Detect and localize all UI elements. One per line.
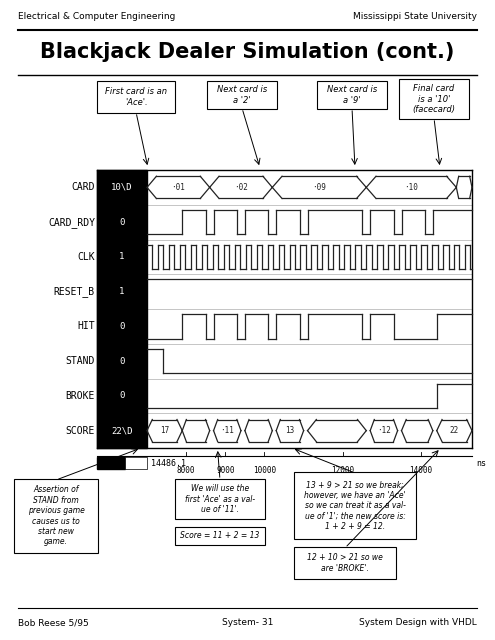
Text: CARD: CARD: [71, 182, 95, 193]
FancyBboxPatch shape: [294, 472, 416, 539]
Bar: [97, 170, 147, 448]
Text: Electrical & Computer Engineering: Electrical & Computer Engineering: [18, 12, 175, 21]
Text: Final card
is a '10'
(facecard): Final card is a '10' (facecard): [412, 84, 455, 114]
Text: 10000: 10000: [253, 466, 276, 475]
Text: RESET_B: RESET_B: [54, 286, 95, 297]
Text: 10\D: 10\D: [111, 183, 133, 192]
Text: Score = 11 + 2 = 13: Score = 11 + 2 = 13: [180, 531, 260, 541]
Text: 1: 1: [119, 287, 125, 296]
FancyBboxPatch shape: [207, 81, 277, 109]
Text: 1: 1: [119, 252, 125, 261]
Text: ·09: ·09: [312, 183, 326, 192]
FancyBboxPatch shape: [317, 81, 387, 109]
Text: HIT: HIT: [77, 321, 95, 332]
Text: 8000: 8000: [177, 466, 196, 475]
FancyBboxPatch shape: [175, 527, 265, 545]
Text: 22\D: 22\D: [111, 426, 133, 435]
Text: 0: 0: [119, 356, 125, 365]
FancyBboxPatch shape: [97, 81, 175, 113]
Text: CARD_RDY: CARD_RDY: [48, 217, 95, 228]
Text: First card is an
'Ace'.: First card is an 'Ace'.: [105, 87, 167, 107]
Text: System Design with VHDL: System Design with VHDL: [359, 618, 477, 627]
Text: Blackjack Dealer Simulation (cont.): Blackjack Dealer Simulation (cont.): [40, 42, 455, 62]
Text: 12 + 10 > 21 so we
are 'BROKE'.: 12 + 10 > 21 so we are 'BROKE'.: [307, 554, 383, 573]
Text: System- 31: System- 31: [222, 618, 273, 627]
Text: ·02: ·02: [234, 183, 248, 192]
Text: CLK: CLK: [77, 252, 95, 262]
Text: We will use the
first 'Ace' as a val-
ue of '11'.: We will use the first 'Ace' as a val- ue…: [185, 484, 255, 514]
FancyBboxPatch shape: [294, 547, 396, 579]
Text: 14486.1: 14486.1: [151, 458, 186, 467]
Text: 0: 0: [119, 392, 125, 401]
FancyBboxPatch shape: [175, 479, 265, 519]
Text: BROKE: BROKE: [66, 391, 95, 401]
Bar: [125, 457, 147, 469]
FancyBboxPatch shape: [399, 79, 469, 119]
Text: ·01: ·01: [171, 183, 185, 192]
Text: ·11: ·11: [220, 426, 234, 435]
Text: SCORE: SCORE: [66, 426, 95, 436]
Text: Bob Reese 5/95: Bob Reese 5/95: [18, 618, 89, 627]
Text: Assertion of
STAND from
previous game
causes us to
start new
game.: Assertion of STAND from previous game ca…: [28, 486, 85, 547]
Text: 0: 0: [119, 322, 125, 331]
Text: ·10: ·10: [404, 183, 418, 192]
Text: STAND: STAND: [66, 356, 95, 366]
Text: Mississippi State University: Mississippi State University: [353, 12, 477, 21]
Text: Next card is
a '9': Next card is a '9': [327, 85, 377, 105]
Text: 13: 13: [285, 426, 295, 435]
Bar: [97, 457, 125, 469]
Text: 0: 0: [119, 218, 125, 227]
Text: 22: 22: [450, 426, 459, 435]
Text: ns: ns: [476, 459, 486, 468]
Text: ·12: ·12: [377, 426, 391, 435]
Text: 9000: 9000: [216, 466, 235, 475]
FancyBboxPatch shape: [14, 479, 98, 553]
Text: 17: 17: [160, 426, 169, 435]
Text: 13 + 9 > 21 so we break;
however, we have an 'Ace'
so we can treat it as a val-
: 13 + 9 > 21 so we break; however, we hav…: [304, 480, 406, 531]
Text: 12000: 12000: [331, 466, 354, 475]
Text: Next card is
a '2': Next card is a '2': [217, 85, 267, 105]
Text: 14000: 14000: [409, 466, 433, 475]
